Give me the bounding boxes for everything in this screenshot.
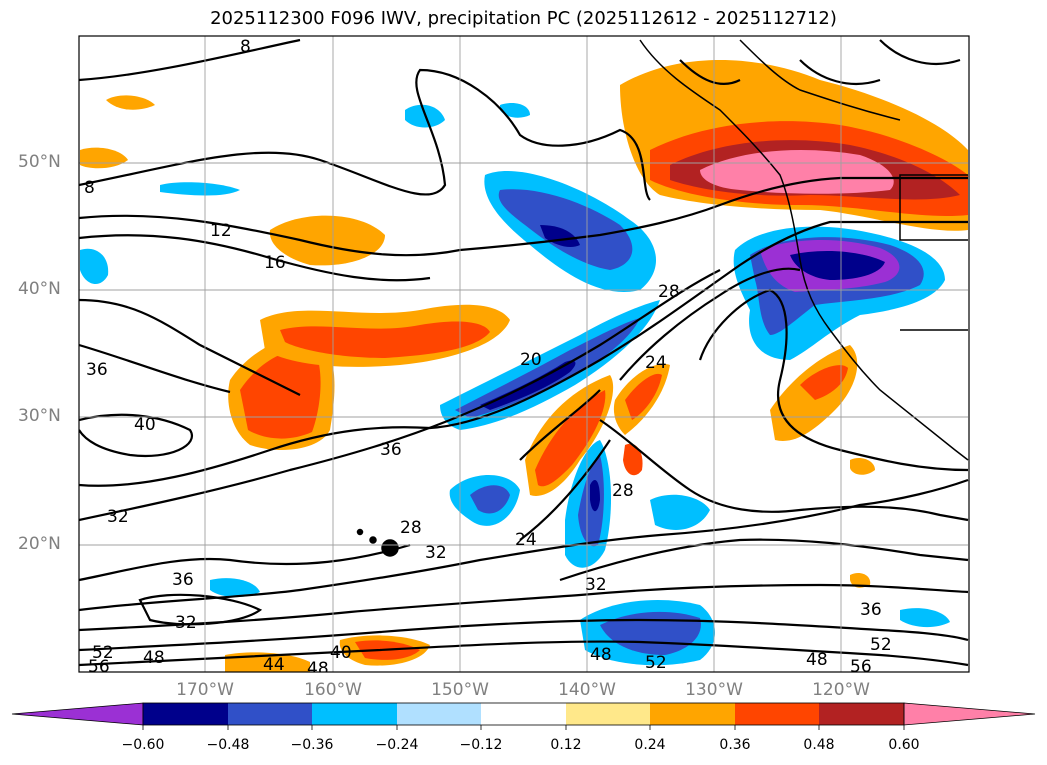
contour-label: 48 (806, 650, 828, 670)
lat-label: 40°N (18, 279, 61, 299)
contour-label: 48 (307, 659, 329, 679)
contour-labels: 8 8 12 16 36 40 36 32 36 32 20 28 24 28 … (84, 37, 892, 679)
colorbar-segment (312, 703, 397, 725)
lon-label: 120°W (812, 680, 870, 700)
lat-label: 50°N (18, 152, 61, 172)
colorbar-extend-high (903, 702, 1036, 726)
coastline (356, 39, 969, 557)
colorbar-tick-label: 0.48 (803, 737, 835, 753)
colorbar-tick-label: −0.48 (206, 737, 250, 753)
contour-label: 56 (850, 657, 872, 677)
contour-label: 32 (175, 613, 197, 633)
contour-label: 32 (425, 543, 447, 563)
colorbar-tick-label: 0.24 (634, 737, 666, 753)
contour-label: 40 (330, 643, 352, 663)
contour-label: 24 (645, 353, 667, 373)
colorbar-segment (566, 703, 650, 725)
lat-label: 30°N (18, 406, 61, 426)
colorbar-segment (819, 703, 904, 725)
contour-label: 20 (520, 350, 542, 370)
contour-label: 40 (134, 415, 156, 435)
colorbar-segment (650, 703, 735, 725)
colorbar-segment (735, 703, 819, 725)
contour-label: 24 (515, 530, 537, 550)
lon-label: 150°W (431, 680, 489, 700)
contour-label: 28 (400, 518, 422, 538)
contour-label: 48 (590, 645, 612, 665)
colorbar-segment (481, 703, 566, 725)
map-frame (78, 35, 970, 673)
colorbar-segment (143, 703, 228, 725)
colorbar (11, 702, 1036, 730)
iwv-contours (79, 38, 969, 667)
contour-label: 48 (143, 648, 165, 668)
map-title: 2025112300 F096 IWV, precipitation PC (2… (210, 8, 837, 29)
colorbar-tick-label: 0.36 (719, 737, 751, 753)
contour-label: 36 (172, 570, 194, 590)
colorbar-tick-label: 0.60 (888, 737, 920, 753)
contour-label: 32 (107, 507, 129, 527)
colorbar-tick-label: −0.24 (375, 737, 419, 753)
lon-label: 170°W (176, 680, 234, 700)
contour-label: 44 (263, 655, 285, 675)
contour-label: 8 (240, 37, 251, 57)
contour-label: 12 (210, 221, 232, 241)
colorbar-tick-label: 0.12 (550, 737, 582, 753)
contour-label: 52 (870, 635, 892, 655)
contour-label: 36 (86, 360, 108, 380)
lon-label: 140°W (558, 680, 616, 700)
lon-label: 130°W (685, 680, 743, 700)
contour-label: 52 (92, 643, 114, 663)
colorbar-tick-label: −0.36 (290, 737, 334, 753)
contour-label: 28 (658, 282, 680, 302)
colorbar-tick-label: −0.12 (459, 737, 503, 753)
contour-label: 36 (380, 440, 402, 460)
contour-label: 32 (585, 575, 607, 595)
contour-label: 16 (264, 253, 286, 273)
colorbar-segment (397, 703, 481, 725)
map-area: 8 8 12 16 36 40 36 32 36 32 20 28 24 28 … (79, 36, 969, 679)
contour-label: 52 (645, 653, 667, 673)
colorbar-segment (228, 703, 312, 725)
colorbar-tick-label: −0.60 (121, 737, 165, 753)
lon-label: 160°W (304, 680, 362, 700)
contour-label: 36 (860, 600, 882, 620)
lat-label: 20°N (18, 534, 61, 554)
graticule (79, 36, 968, 672)
contour-label: 8 (84, 178, 95, 198)
contour-label: 28 (612, 481, 634, 501)
colorbar-extend-low (11, 702, 144, 726)
contour-label: 56 (88, 657, 110, 677)
